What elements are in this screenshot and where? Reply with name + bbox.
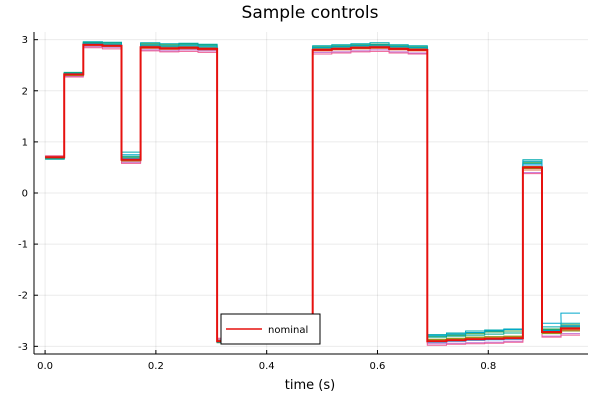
series-group bbox=[45, 41, 580, 346]
x-tick-label: 0.4 bbox=[259, 361, 275, 372]
y-tick-label: 1 bbox=[22, 137, 28, 148]
x-tick-label: 0.2 bbox=[148, 361, 164, 372]
nominal-series-line bbox=[45, 43, 580, 343]
x-axis-label: time (s) bbox=[285, 378, 335, 393]
y-tick-label: 2 bbox=[22, 86, 28, 97]
y-tick-label: 0 bbox=[22, 189, 28, 200]
chart-title: Sample controls bbox=[242, 3, 379, 23]
grid bbox=[34, 32, 588, 354]
x-tick-label: 0.0 bbox=[37, 361, 53, 372]
x-tick-label: 0.8 bbox=[480, 361, 496, 372]
y-tick-label: -1 bbox=[18, 240, 28, 251]
y-tick-label: -3 bbox=[18, 342, 28, 353]
legend-label-nominal: nominal bbox=[268, 325, 308, 336]
y-tick-label: 3 bbox=[22, 35, 28, 46]
legend: nominal bbox=[220, 313, 321, 345]
y-tick-label: -2 bbox=[18, 291, 28, 302]
x-tick-label: 0.6 bbox=[370, 361, 386, 372]
axes: 0.0 0.2 0.4 0.6 0.8 -3 -2 -1 0 1 2 3 bbox=[18, 32, 588, 372]
